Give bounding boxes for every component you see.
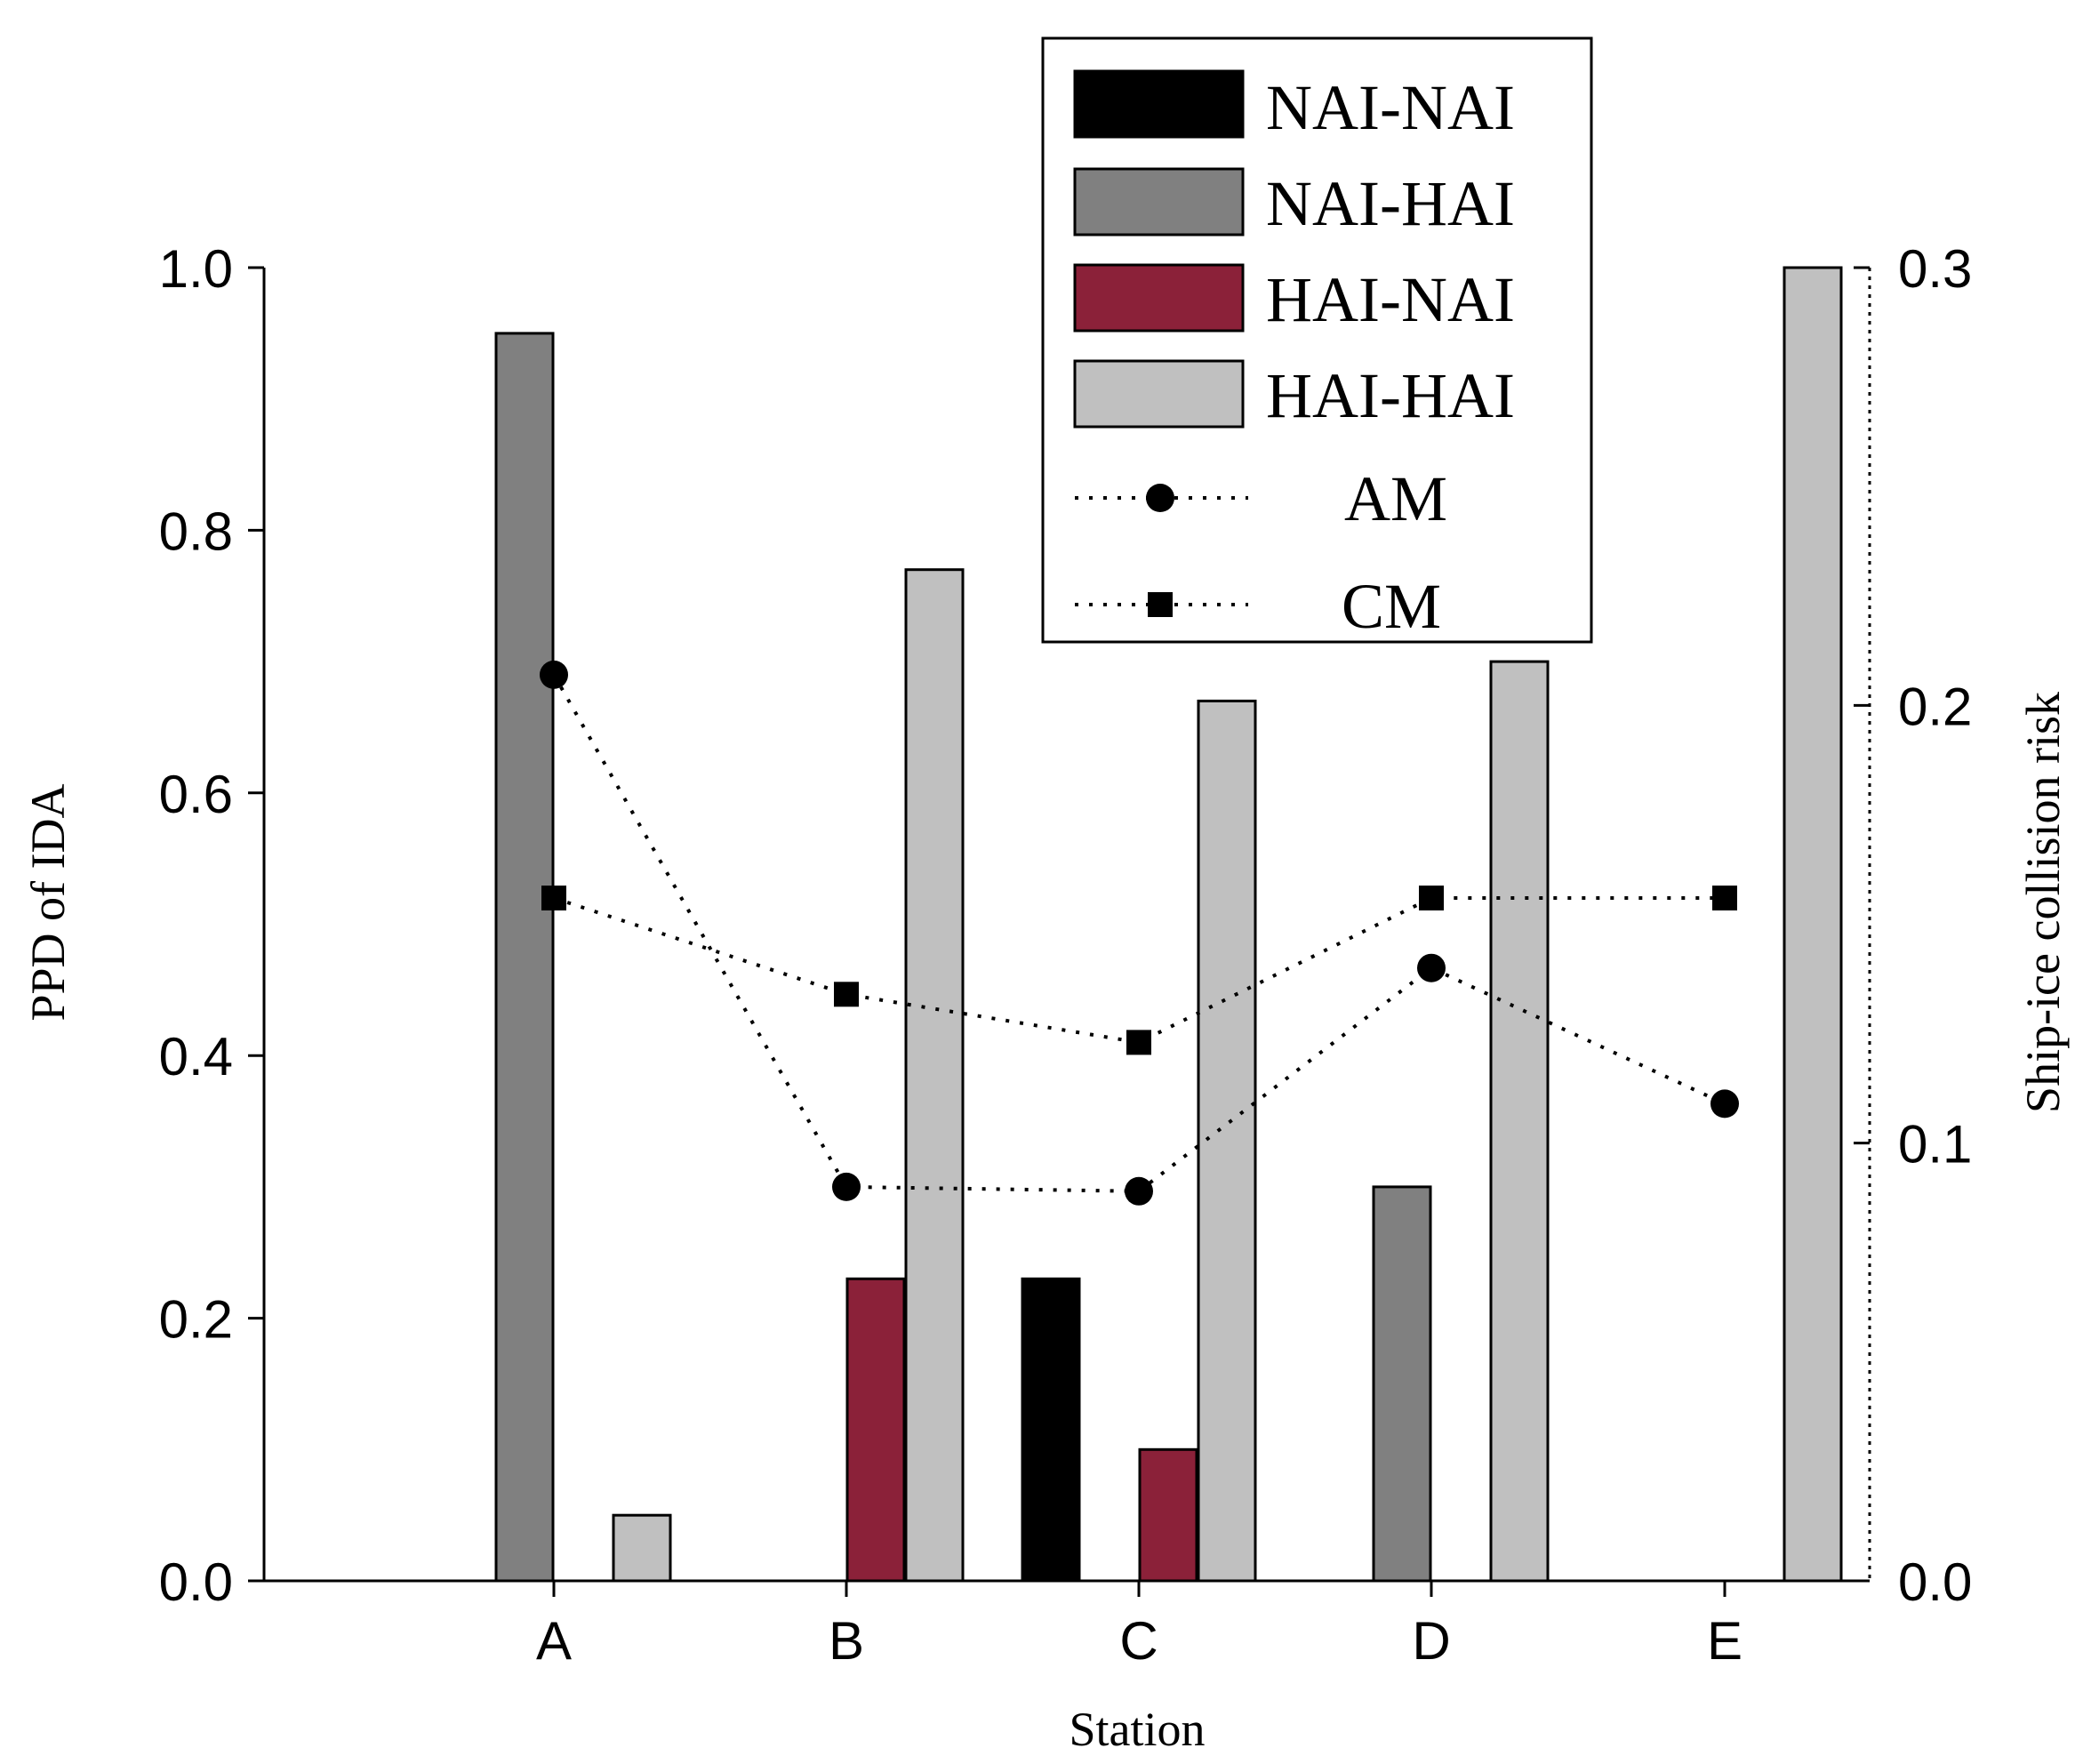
y2-tick-label-0-3: 0.3 [1898, 239, 1972, 299]
legend-label-hai-nai: HAI-NAI [1266, 264, 1515, 335]
bar-hai-hai-d [1489, 660, 1550, 1583]
marker-am-a [540, 660, 568, 689]
bar-hai-nai-b [845, 1277, 906, 1583]
bars-layer [494, 266, 1843, 1583]
bar-hai-hai-e [1783, 266, 1843, 1583]
y2-axis-title: Ship-ice collision risk [2016, 692, 2070, 1113]
y-tick-label-0-8: 0.8 [159, 501, 233, 561]
bar-nai-hai-d [1372, 1185, 1432, 1583]
x-tick-label-a: A [536, 1611, 572, 1671]
legend: NAI-NAI NAI-HAI HAI-NAI HAI-HAI AM CM [1041, 36, 1593, 644]
y-tick-label-0-4: 0.4 [159, 1027, 233, 1086]
marker-cm-a [541, 886, 566, 910]
legend-swatch-nai-nai [1073, 69, 1245, 139]
marker-cm-e [1712, 886, 1737, 910]
legend-label-nai-nai: NAI-NAI [1266, 72, 1515, 143]
lines-layer [540, 660, 1739, 1206]
y-tick-label-0-2: 0.2 [159, 1290, 233, 1350]
y-axis-title: PPD of IDA [21, 783, 75, 1021]
legend-label-am: AM [1344, 463, 1447, 534]
bar-hai-hai-a [612, 1513, 672, 1583]
marker-am-d [1417, 953, 1446, 982]
y-tick-label-1-0: 1.0 [159, 239, 233, 299]
legend-label-hai-hai: HAI-HAI [1266, 360, 1515, 431]
legend-label-cm: CM [1342, 571, 1441, 642]
x-axis-title: Station [1069, 1703, 1205, 1756]
bar-hai-nai-c [1138, 1447, 1198, 1583]
legend-marker-am [1146, 484, 1174, 512]
marker-cm-c [1126, 1030, 1151, 1055]
legend-frame [1041, 36, 1593, 644]
legend-marker-cm [1148, 592, 1173, 617]
x-tick-label-c: C [1119, 1611, 1158, 1671]
marker-am-b [832, 1172, 861, 1201]
x-tick-label-b: B [829, 1611, 864, 1671]
bar-nai-hai-a [494, 332, 555, 1583]
y-tick-label-0-6: 0.6 [159, 765, 233, 824]
marker-am-c [1125, 1176, 1153, 1206]
legend-swatch-hai-hai [1073, 359, 1245, 429]
legend-swatch-nai-hai [1073, 167, 1245, 237]
y-tick-label-0-0: 0.0 [159, 1552, 233, 1612]
y2-tick-label-0-1: 0.1 [1898, 1115, 1972, 1175]
y2-tick-label-0-2: 0.2 [1898, 677, 1972, 736]
axes-layer: 0.0 0.2 0.4 0.6 0.8 1.0 0.0 0.1 0.2 0.3 A B C D E [159, 239, 1973, 1671]
bar-hai-hai-c [1197, 699, 1257, 1583]
legend-label-nai-hai: NAI-HAI [1266, 168, 1515, 239]
marker-cm-b [834, 982, 859, 1007]
x-tick-label-d: D [1412, 1611, 1450, 1671]
bar-nai-nai-c [1021, 1277, 1081, 1583]
legend-swatch-hai-nai [1073, 263, 1245, 333]
x-tick-label-e: E [1707, 1611, 1742, 1671]
bar-hai-hai-b [904, 568, 965, 1583]
y2-tick-label-0-0: 0.0 [1898, 1552, 1972, 1612]
marker-am-e [1710, 1089, 1739, 1119]
marker-cm-d [1419, 886, 1444, 910]
